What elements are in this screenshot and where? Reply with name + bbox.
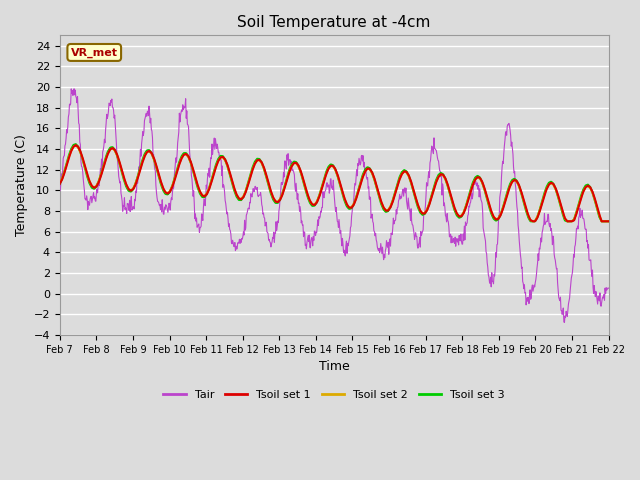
Legend: Tair, Tsoil set 1, Tsoil set 2, Tsoil set 3: Tair, Tsoil set 1, Tsoil set 2, Tsoil se… bbox=[159, 385, 509, 404]
Y-axis label: Temperature (C): Temperature (C) bbox=[15, 134, 28, 236]
X-axis label: Time: Time bbox=[319, 360, 349, 373]
Text: VR_met: VR_met bbox=[71, 48, 118, 58]
Title: Soil Temperature at -4cm: Soil Temperature at -4cm bbox=[237, 15, 431, 30]
